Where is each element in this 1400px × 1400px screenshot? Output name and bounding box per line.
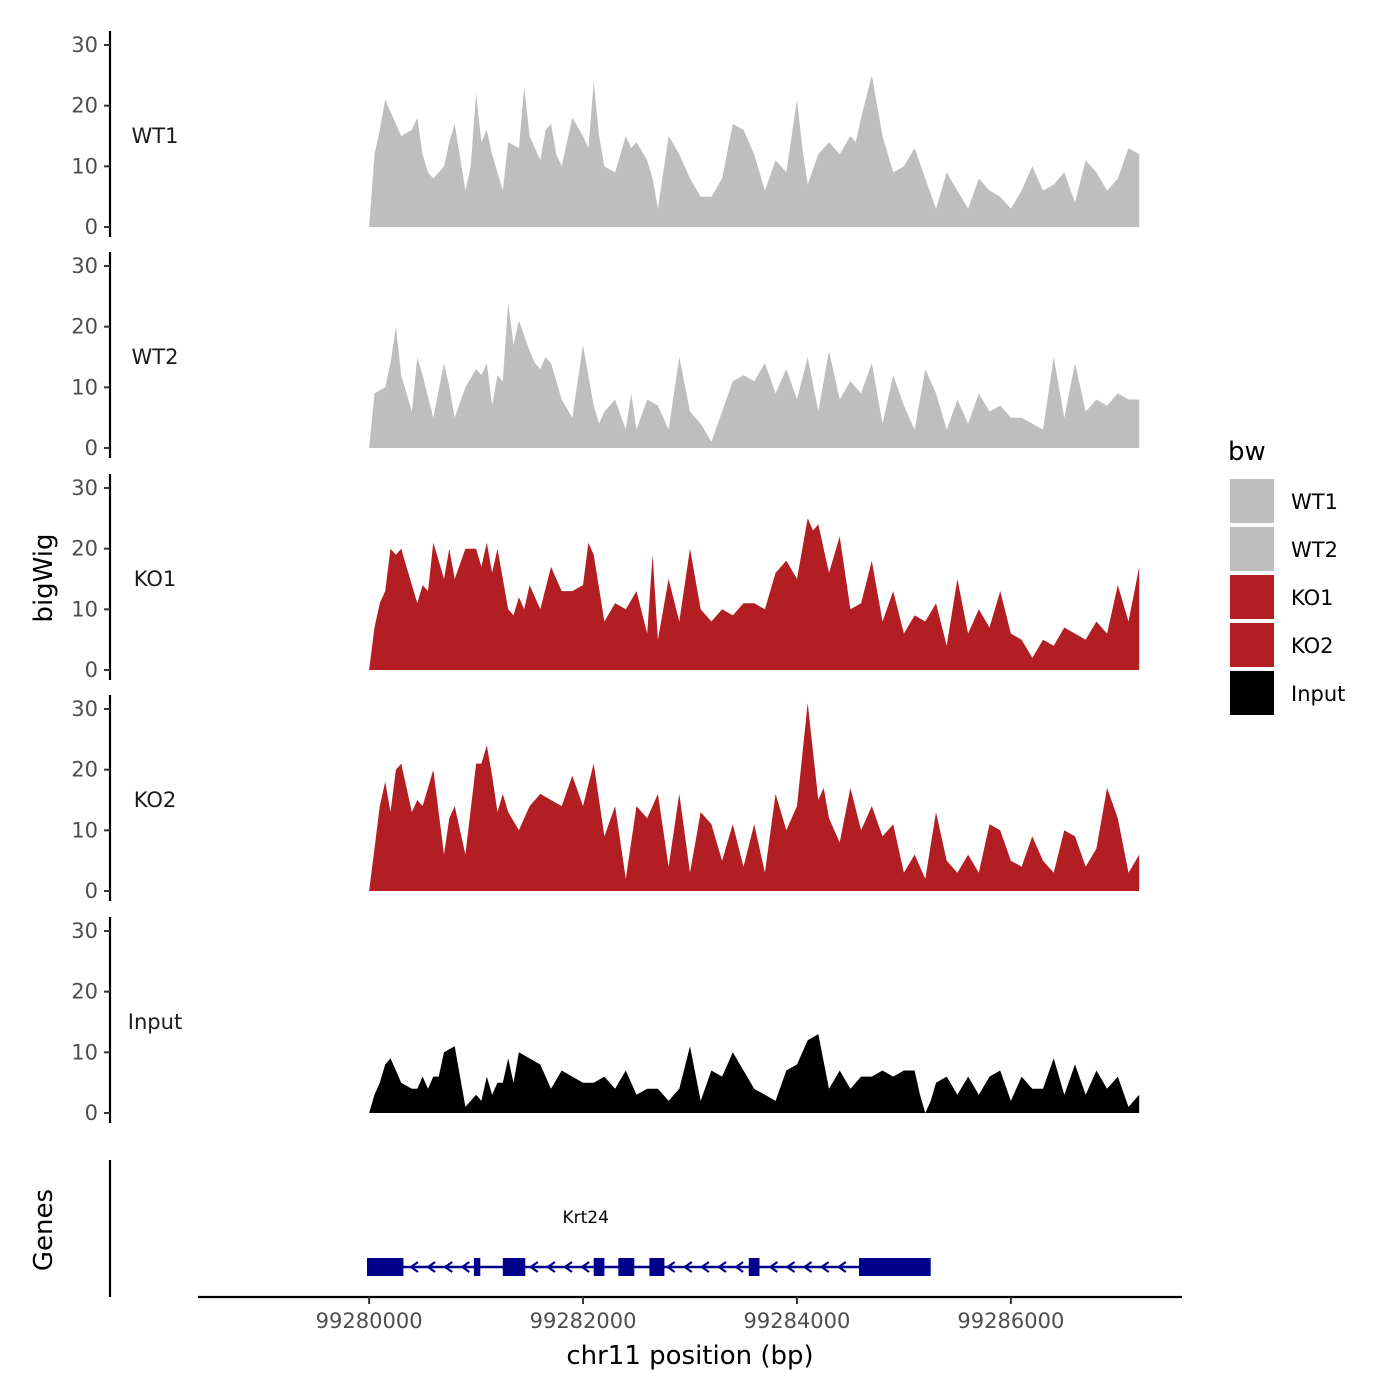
strand-arrow <box>443 1261 453 1273</box>
track-label-input: Input <box>128 1010 182 1034</box>
exon-block <box>367 1258 404 1276</box>
gene-track: Krt24 <box>108 1160 931 1297</box>
coverage-area-ko2 <box>369 702 1140 891</box>
exon-block <box>593 1258 605 1276</box>
strand-arrow <box>768 1261 778 1273</box>
coverage-tracks: 0 10 20 30 WT1 0 10 20 30 WT2 0 10 20 30 KO1 0 10 20 30 KO2… <box>71 31 1140 1125</box>
y-tick-label: 0 <box>85 1101 98 1125</box>
track-label-wt1: WT1 <box>132 124 179 148</box>
y-tick-label: 10 <box>71 597 98 621</box>
y-tick-label: 10 <box>71 375 98 399</box>
legend-title: bw <box>1228 437 1266 467</box>
y-tick-label: 30 <box>71 697 98 721</box>
y-tick-label: 0 <box>85 436 98 460</box>
track-wt2: 0 10 20 30 WT2 <box>71 252 1140 460</box>
y-tick-label: 20 <box>71 758 98 782</box>
strand-arrow <box>580 1261 590 1273</box>
strand-arrow <box>802 1261 813 1273</box>
y-tick-label: 30 <box>71 33 98 57</box>
y-tick-label: 0 <box>85 658 98 682</box>
strand-arrow <box>700 1261 710 1273</box>
y-tick-label: 20 <box>71 315 98 339</box>
strand-arrow <box>682 1261 693 1273</box>
x-tick-label: 99286000 <box>957 1309 1064 1333</box>
x-tick-label: 99282000 <box>530 1309 637 1333</box>
legend-item-ko2: KO2 <box>1230 623 1334 667</box>
coverage-area-ko1 <box>369 518 1140 670</box>
exon-block <box>618 1258 635 1276</box>
exon-block <box>473 1258 481 1276</box>
track-label-ko1: KO1 <box>134 567 177 591</box>
exon-block <box>502 1258 526 1276</box>
strand-arrow <box>734 1261 744 1273</box>
legend-item-ko1: KO1 <box>1230 575 1334 619</box>
legend-label: KO2 <box>1291 634 1334 658</box>
y-tick-label: 20 <box>71 94 98 118</box>
strand-arrow <box>717 1261 727 1273</box>
y-tick-label: 10 <box>71 1040 98 1064</box>
y-tick-label: 30 <box>71 919 98 943</box>
strand-arrow <box>785 1261 796 1273</box>
y-tick-label: 0 <box>85 215 98 239</box>
exon-block <box>748 1258 760 1276</box>
x-tick-label: 99284000 <box>744 1309 851 1333</box>
y-tick-label: 0 <box>85 879 98 903</box>
genes-axis-title: Genes <box>29 1189 59 1271</box>
track-label-wt2: WT2 <box>132 345 179 369</box>
legend-swatch <box>1230 575 1274 619</box>
track-ko1: 0 10 20 30 KO1 <box>71 474 1140 682</box>
legend-swatch <box>1230 479 1274 523</box>
y-tick-label: 20 <box>71 537 98 561</box>
strand-arrow <box>545 1261 556 1273</box>
legend: bw WT1 WT2 KO1 KO2 Input <box>1228 437 1345 715</box>
strand-arrow <box>528 1261 539 1273</box>
exon-block <box>859 1258 931 1276</box>
y-tick-label: 10 <box>71 818 98 842</box>
legend-swatch <box>1230 527 1274 571</box>
legend-swatch <box>1230 671 1274 715</box>
y-axis-title: bigWig <box>29 533 59 622</box>
y-tick-label: 30 <box>71 254 98 278</box>
legend-item-wt2: WT2 <box>1230 527 1338 571</box>
y-tick-label: 10 <box>71 154 98 178</box>
x-axis-title: chr11 position (bp) <box>566 1341 813 1371</box>
y-tick-label: 20 <box>71 980 98 1004</box>
track-ko2: 0 10 20 30 KO2 <box>71 695 1140 903</box>
y-tick-label: 30 <box>71 476 98 500</box>
legend-item-wt1: WT1 <box>1230 479 1338 523</box>
strand-arrow <box>460 1261 470 1273</box>
track-wt1: 0 10 20 30 WT1 <box>71 31 1140 239</box>
legend-item-input: Input <box>1230 671 1345 715</box>
gene-name-label: Krt24 <box>562 1208 608 1228</box>
legend-swatch <box>1230 623 1274 667</box>
strand-arrow <box>563 1261 573 1273</box>
legend-label: Input <box>1291 682 1345 706</box>
x-axis: 99280000 99282000 99284000 99286000 <box>198 1295 1182 1333</box>
legend-label: KO1 <box>1291 586 1334 610</box>
strand-arrow <box>836 1261 847 1273</box>
strand-arrow <box>665 1261 676 1273</box>
legend-label: WT2 <box>1291 538 1338 562</box>
coverage-area-wt1 <box>369 75 1140 227</box>
coverage-area-input <box>369 1034 1140 1113</box>
strand-arrow <box>409 1261 419 1273</box>
track-label-ko2: KO2 <box>134 788 177 812</box>
strand-arrow <box>819 1261 830 1273</box>
x-tick-label: 99280000 <box>316 1309 423 1333</box>
strand-arrow <box>426 1261 436 1273</box>
coverage-area-wt2 <box>369 302 1140 448</box>
exon-block <box>649 1258 665 1276</box>
track-input: 0 10 20 30 Input <box>71 917 1140 1125</box>
legend-label: WT1 <box>1291 490 1338 514</box>
